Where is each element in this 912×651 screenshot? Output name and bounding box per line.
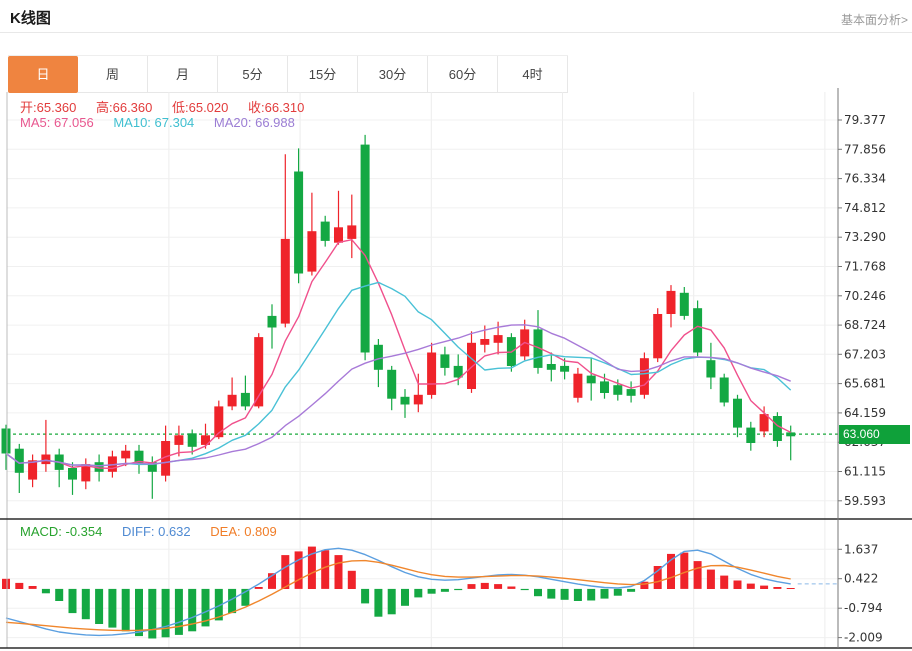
svg-text:-0.794: -0.794 — [844, 601, 883, 615]
svg-text:71.768: 71.768 — [844, 260, 886, 274]
tab-week[interactable]: 周 — [78, 56, 148, 93]
ma20-value: MA20: 66.988 — [213, 115, 295, 130]
current-price-tag: 63.060 — [839, 425, 910, 444]
ohlc-high: 高:66.360 — [96, 100, 153, 115]
svg-text:74.812: 74.812 — [844, 201, 886, 215]
tab-day[interactable]: 日 — [8, 56, 78, 93]
ohlc-readout: 开:65.360 高:66.360 低:65.020 收:66.310 — [20, 97, 320, 116]
svg-text:79.377: 79.377 — [844, 113, 886, 127]
svg-text:59.593: 59.593 — [844, 494, 886, 508]
tab-60min[interactable]: 60分 — [428, 56, 498, 93]
page-header: K线图 基本面分析> — [0, 0, 912, 33]
ohlc-low: 低:65.020 — [172, 100, 229, 115]
svg-text:76.334: 76.334 — [844, 172, 886, 186]
dea-value: DEA: 0.809 — [210, 524, 277, 539]
svg-text:77.856: 77.856 — [844, 142, 886, 156]
svg-text:1.637: 1.637 — [844, 542, 878, 556]
svg-text:65.681: 65.681 — [844, 377, 886, 391]
tab-15min[interactable]: 15分 — [288, 56, 358, 93]
tab-5min[interactable]: 5分 — [218, 56, 288, 93]
svg-text:-2.009: -2.009 — [844, 631, 883, 645]
ma5-value: MA5: 67.056 — [20, 115, 94, 130]
tab-30min[interactable]: 30分 — [358, 56, 428, 93]
svg-text:67.203: 67.203 — [844, 347, 886, 361]
svg-text:73.290: 73.290 — [844, 230, 886, 244]
ma-readout: MA5: 67.056 MA10: 67.304 MA20: 66.988 — [20, 115, 311, 130]
svg-text:64.159: 64.159 — [844, 406, 886, 420]
interval-tab-bar: 日 周 月 5分 15分 30分 60分 4时 — [8, 55, 568, 93]
svg-text:68.724: 68.724 — [844, 318, 886, 332]
tab-4hour[interactable]: 4时 — [498, 56, 568, 93]
ma10-value: MA10: 67.304 — [113, 115, 195, 130]
fundamental-analysis-link[interactable]: 基本面分析> — [840, 13, 908, 27]
tab-month[interactable]: 月 — [148, 56, 218, 93]
macd-value: MACD: -0.354 — [20, 524, 103, 539]
svg-text:70.246: 70.246 — [844, 289, 886, 303]
diff-value: DIFF: 0.632 — [122, 524, 191, 539]
page-title: K线图 — [10, 10, 51, 27]
svg-text:61.115: 61.115 — [844, 465, 886, 479]
ohlc-close: 收:66.310 — [248, 100, 305, 115]
macd-readout: MACD: -0.354 DIFF: 0.632 DEA: 0.809 — [20, 524, 293, 539]
ohlc-open: 开:65.360 — [20, 100, 77, 115]
svg-text:0.422: 0.422 — [844, 572, 878, 586]
